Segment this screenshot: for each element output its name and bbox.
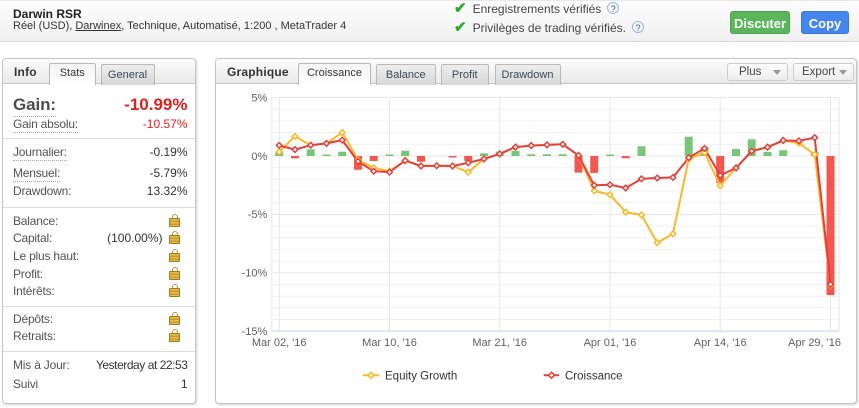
svg-text:Croissance: Croissance (565, 370, 623, 382)
svg-text:5%: 5% (251, 92, 267, 104)
svg-text:Apr 29, '16: Apr 29, '16 (788, 337, 841, 349)
svg-text:-15%: -15% (242, 326, 268, 338)
svg-text:Apr 01, '16: Apr 01, '16 (584, 337, 637, 349)
svg-text:Mar 21, '16: Mar 21, '16 (472, 337, 527, 349)
svg-text:Mar 02, '16: Mar 02, '16 (252, 337, 307, 349)
svg-text:-10%: -10% (242, 268, 268, 280)
svg-text:-5%: -5% (248, 209, 268, 221)
svg-text:0%: 0% (251, 151, 267, 163)
svg-text:Equity Growth: Equity Growth (385, 370, 457, 382)
svg-text:Mar 10, '16: Mar 10, '16 (362, 337, 417, 349)
svg-text:Apr 14, '16: Apr 14, '16 (694, 337, 747, 349)
